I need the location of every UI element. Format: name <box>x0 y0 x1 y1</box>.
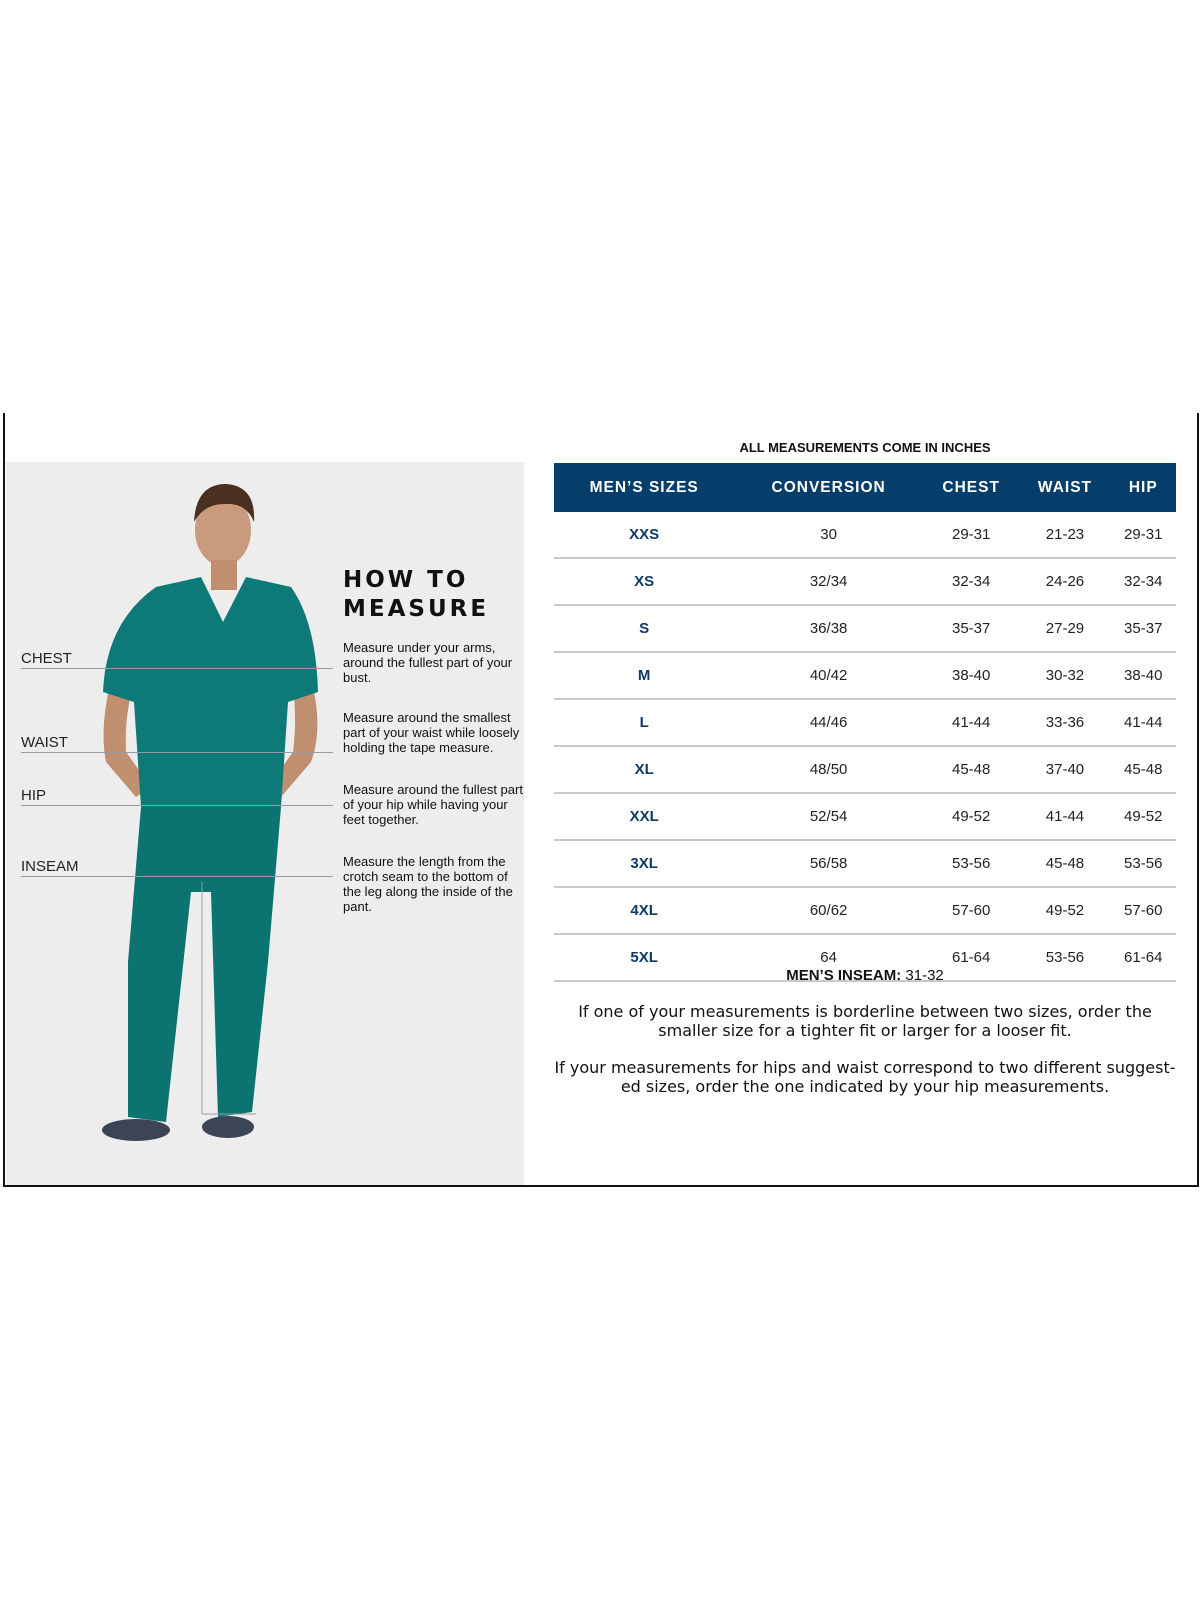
value-cell: 30-32 <box>1019 652 1111 700</box>
value-cell: 53-56 <box>1110 840 1176 888</box>
value-cell: 38-40 <box>1110 652 1176 700</box>
table-row: S 36/38 35-37 27-29 35-37 <box>554 605 1176 653</box>
value-cell: 48/50 <box>734 746 923 794</box>
value-cell: 38-40 <box>922 652 1020 700</box>
chest-label: CHEST <box>21 650 72 667</box>
table-row: 4XL 60/62 57-60 49-52 57-60 <box>554 887 1176 935</box>
value-cell: 53-56 <box>1019 934 1111 982</box>
value-cell: 60/62 <box>734 887 923 935</box>
value-cell: 29-31 <box>922 512 1020 559</box>
inseam-line <box>21 876 333 877</box>
sizing-note-borderline: If one of your measurements is borderlin… <box>578 1002 1152 1040</box>
value-cell: 52/54 <box>734 793 923 841</box>
inseam-label: INSEAM <box>21 858 79 875</box>
column-header: MEN’S SIZES <box>554 463 735 512</box>
title-line-2: MEASURE <box>343 596 490 622</box>
value-cell: 24-26 <box>1019 558 1111 606</box>
value-cell: 32-34 <box>1110 558 1176 606</box>
value-cell: 32-34 <box>922 558 1020 606</box>
size-cell: L <box>554 699 735 747</box>
value-cell: 27-29 <box>1019 605 1111 653</box>
value-cell: 57-60 <box>922 887 1020 935</box>
size-cell: XL <box>554 746 735 794</box>
value-cell: 61-64 <box>922 934 1020 982</box>
hip-label: HIP <box>21 787 47 804</box>
hip-line <box>21 805 333 806</box>
chest-line <box>21 668 333 669</box>
waist-line <box>21 752 333 753</box>
size-cell: 3XL <box>554 840 735 888</box>
size-cell: XS <box>554 558 735 606</box>
value-cell: 41-44 <box>1110 699 1176 747</box>
table-row: 5XL 64 61-64 53-56 61-64 <box>554 934 1176 982</box>
title-line-1: HOW TO <box>343 567 469 593</box>
value-cell: 33-36 <box>1019 699 1111 747</box>
column-header: HIP <box>1110 463 1176 512</box>
frame-border <box>3 413 1199 1187</box>
value-cell: 40/42 <box>734 652 923 700</box>
value-cell: 57-60 <box>1110 887 1176 935</box>
table-row: XXL 52/54 49-52 41-44 49-52 <box>554 793 1176 841</box>
size-cell: M <box>554 652 735 700</box>
size-cell: XXS <box>554 512 735 559</box>
column-header: CONVERSION <box>734 463 923 512</box>
value-cell: 35-37 <box>1110 605 1176 653</box>
value-cell: 35-37 <box>922 605 1020 653</box>
value-cell: 61-64 <box>1110 934 1176 982</box>
table-row: 3XL 56/58 53-56 45-48 53-56 <box>554 840 1176 888</box>
size-chart-table: MEN’S SIZES CONVERSION CHEST WAIST HIP X… <box>554 463 1176 982</box>
value-cell: 53-56 <box>922 840 1020 888</box>
model-figure-image <box>102 484 318 1141</box>
table-row: XL 48/50 45-48 37-40 45-48 <box>554 746 1176 794</box>
value-cell: 44/46 <box>734 699 923 747</box>
value-cell: 36/38 <box>734 605 923 653</box>
value-cell: 32/34 <box>734 558 923 606</box>
chest-description: Measure under your arms, around the full… <box>343 640 513 685</box>
value-cell: 49-52 <box>922 793 1020 841</box>
table-row: L 44/46 41-44 33-36 41-44 <box>554 699 1176 747</box>
value-cell: 49-52 <box>1019 887 1111 935</box>
sizing-note-hip: If your measurements for hips and waist … <box>554 1058 1176 1096</box>
value-cell: 56/58 <box>734 840 923 888</box>
waist-description: Measure around the smallest part of your… <box>343 710 520 755</box>
size-cell: S <box>554 605 735 653</box>
value-cell: 64 <box>734 934 923 982</box>
hip-description: Measure around the fullest part of your … <box>343 782 523 827</box>
column-header: CHEST <box>922 463 1020 512</box>
value-cell: 30 <box>734 512 923 559</box>
how-to-measure-panel: CHEST WAIST HIP INSEAM HOW TO MEASURE Me… <box>6 462 524 1185</box>
column-header: WAIST <box>1019 463 1111 512</box>
value-cell: 49-52 <box>1110 793 1176 841</box>
value-cell: 41-44 <box>1019 793 1111 841</box>
value-cell: 45-48 <box>1110 746 1176 794</box>
size-cell: 5XL <box>554 934 735 982</box>
table-row: XS 32/34 32-34 24-26 32-34 <box>554 558 1176 606</box>
table-header-row: MEN’S SIZES CONVERSION CHEST WAIST HIP <box>554 463 1176 512</box>
inseam-info: MEN’S INSEAM: 31-32 <box>554 967 1176 984</box>
inseam-value: 31-32 <box>905 967 944 984</box>
inseam-label: MEN’S INSEAM: <box>786 967 902 984</box>
value-cell: 45-48 <box>1019 840 1111 888</box>
table-row: XXS 30 29-31 21-23 29-31 <box>554 512 1176 559</box>
value-cell: 41-44 <box>922 699 1020 747</box>
size-cell: 4XL <box>554 887 735 935</box>
value-cell: 37-40 <box>1019 746 1111 794</box>
value-cell: 21-23 <box>1019 512 1111 559</box>
value-cell: 29-31 <box>1110 512 1176 559</box>
units-note: ALL MEASUREMENTS COME IN INCHES <box>739 440 991 455</box>
how-to-measure-title: HOW TO MEASURE <box>343 566 513 624</box>
waist-label: WAIST <box>21 734 68 751</box>
size-cell: XXL <box>554 793 735 841</box>
table-row: M 40/42 38-40 30-32 38-40 <box>554 652 1176 700</box>
inseam-description: Measure the length from the crotch seam … <box>343 854 513 914</box>
value-cell: 45-48 <box>922 746 1020 794</box>
